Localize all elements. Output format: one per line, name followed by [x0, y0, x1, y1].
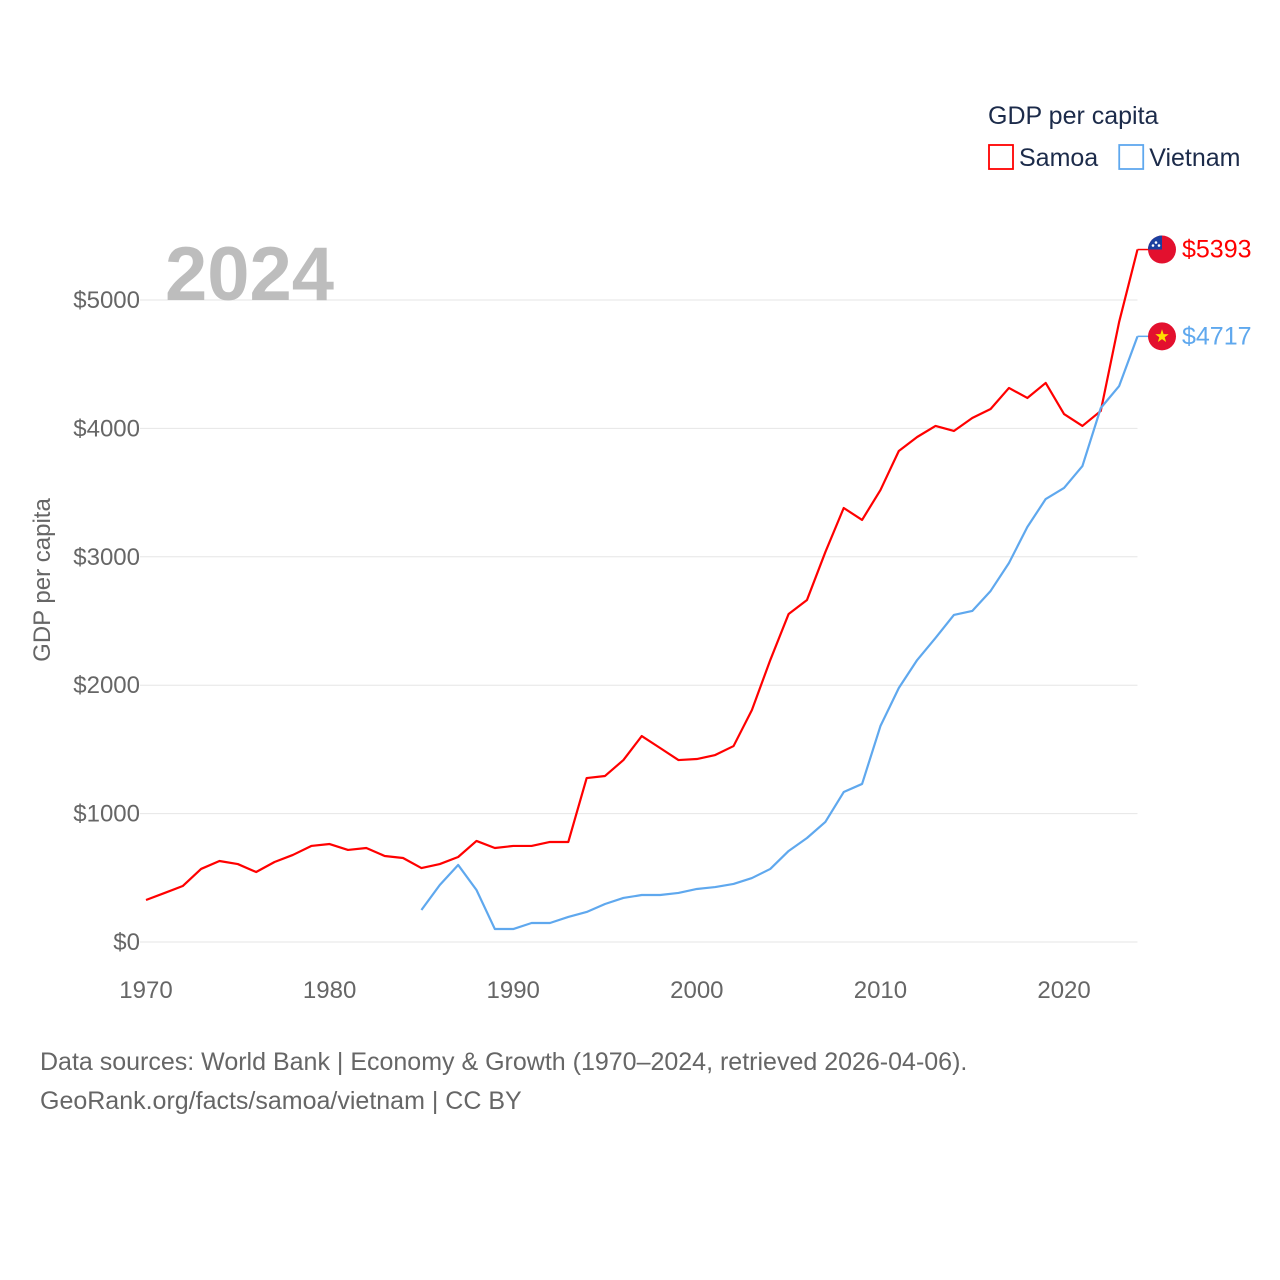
end-labels: $5393 $4717	[1137, 235, 1252, 351]
legend: Samoa Vietnam	[988, 144, 1240, 172]
y-tick-label: $2000	[73, 672, 140, 699]
year-label: 2024	[165, 232, 334, 317]
x-tick-label: 2010	[854, 977, 907, 1004]
x-tick-label: 1970	[119, 977, 172, 1004]
gridlines	[140, 299, 1138, 943]
series-line-vietnam	[420, 335, 1139, 931]
vietnam-flag-icon	[1148, 322, 1176, 351]
y-axis-ticks: $0 $1000 $2000 $3000 $4000 $5000	[73, 287, 140, 956]
source-note: Data sources: World Bank | Economy & Gro…	[40, 1043, 967, 1121]
x-tick-label: 2020	[1037, 977, 1090, 1004]
x-tick-label: 1990	[487, 977, 540, 1004]
y-axis-label: GDP per capita	[29, 498, 56, 662]
series-line-samoa	[145, 249, 1139, 902]
legend-swatch	[988, 144, 1014, 170]
legend-item-samoa[interactable]: Samoa	[988, 144, 1098, 172]
legend-title: GDP per capita	[988, 102, 1159, 130]
series-lines	[145, 249, 1139, 931]
x-tick-label: 1980	[303, 977, 356, 1004]
legend-swatch	[1118, 144, 1145, 170]
y-tick-label: $5000	[73, 287, 140, 314]
source-line-1: Data sources: World Bank | Economy & Gro…	[40, 1048, 968, 1076]
legend-label: Samoa	[1019, 144, 1098, 172]
x-tick-label: 2000	[670, 977, 723, 1004]
source-line-2[interactable]: GeoRank.org/facts/samoa/vietnam | CC BY	[40, 1087, 522, 1115]
y-tick-label: $1000	[73, 801, 140, 828]
legend-label: Vietnam	[1149, 144, 1240, 172]
x-axis-ticks: 1970 1980 1990 2000 2010 2020	[119, 977, 1090, 1004]
y-tick-label: $3000	[73, 544, 140, 571]
y-tick-label: $4000	[73, 415, 140, 442]
legend-item-vietnam[interactable]: Vietnam	[1118, 144, 1240, 172]
samoa-flag-icon	[1148, 235, 1176, 264]
end-value-label: $4717	[1182, 322, 1252, 350]
y-tick-label: $0	[113, 929, 140, 956]
end-value-label: $5393	[1182, 236, 1252, 264]
